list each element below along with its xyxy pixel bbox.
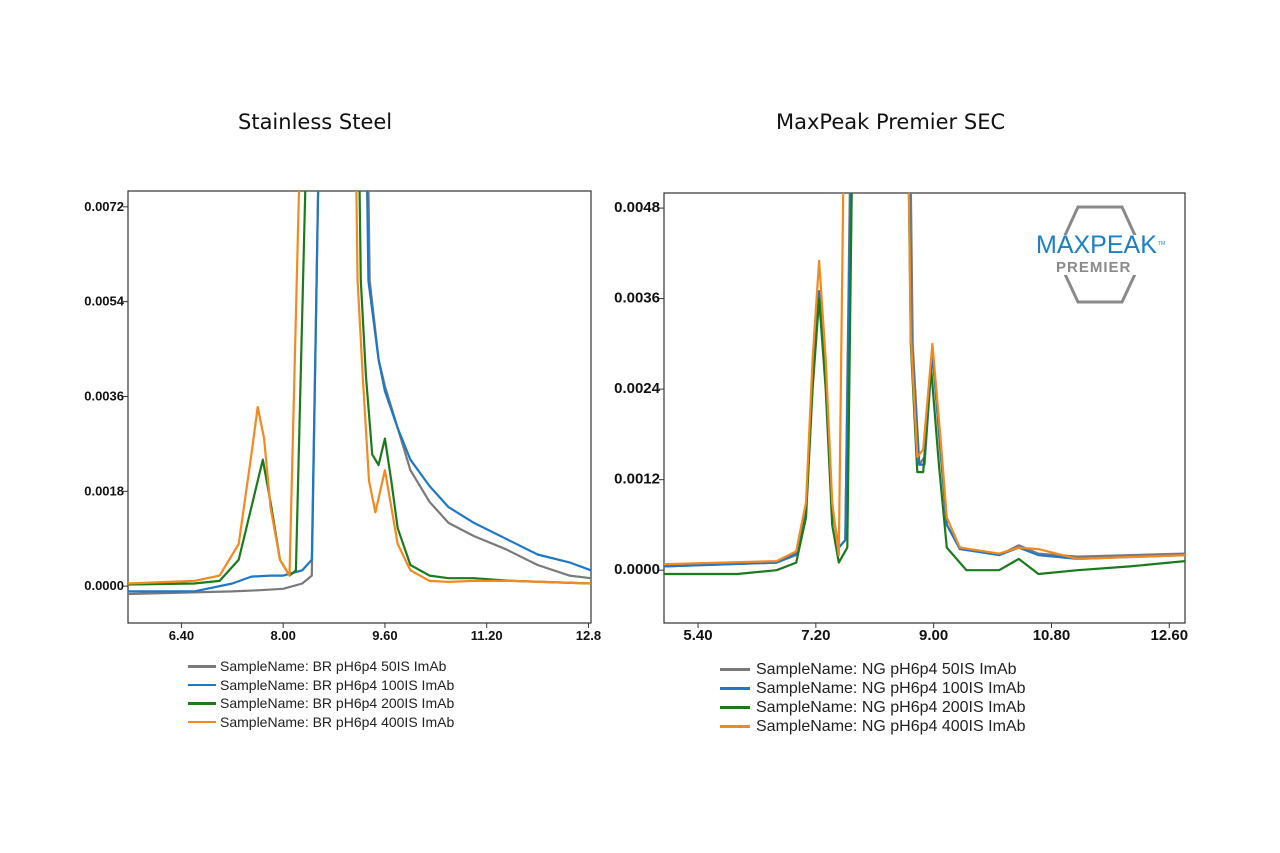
- legend-swatch: [188, 720, 216, 723]
- legend-swatch: [720, 725, 750, 728]
- legend-label: SampleName: BR pH6p4 100IS ImAb: [220, 676, 455, 693]
- x-tick-label: 12.60: [1151, 627, 1189, 644]
- y-tick-label: 0.0000: [84, 578, 124, 593]
- y-tick-label: 0.0036: [614, 290, 660, 307]
- legend-label: SampleName: NG pH6p4 400IS ImAb: [756, 717, 1026, 735]
- y-tick-label: 0.0012: [614, 471, 660, 488]
- legend-entry: SampleName: NG pH6p4 100IS ImAb: [720, 679, 1025, 698]
- logo-main-text: MAXPEAK: [1036, 231, 1157, 259]
- y-tick-label: 0.0018: [84, 483, 124, 498]
- maxpeak-hexagon-logo-icon: MAXPEAK TM PREMIER: [1033, 205, 1167, 304]
- series-line-4: [664, 193, 1185, 566]
- left-chart-title: Stainless Steel: [238, 110, 393, 134]
- legend-label: SampleName: NG pH6p4 100IS ImAb: [756, 679, 1026, 697]
- legend-swatch: [188, 683, 216, 686]
- legend-label: SampleName: BR pH6p4 50IS ImAb: [220, 658, 447, 675]
- legend-label: SampleName: NG pH6p4 200IS ImAb: [756, 698, 1026, 716]
- x-tick-label: 11.20: [471, 628, 503, 643]
- series-line-3: [128, 191, 591, 586]
- right-chart-legend: SampleName: NG pH6p4 50IS ImAb SampleName…: [720, 660, 1025, 736]
- y-tick-label: 0.0036: [84, 388, 124, 403]
- series-line-2: [128, 191, 591, 593]
- legend-swatch: [720, 706, 750, 709]
- legend-label: SampleName: BR pH6p4 400IS ImAb: [220, 713, 455, 730]
- x-tick-label: 8.00: [271, 628, 296, 643]
- legend-label: SampleName: BR pH6p4 200IS ImAb: [220, 695, 455, 712]
- x-tick-label: 5.40: [683, 627, 712, 644]
- legend-entry: SampleName: NG pH6p4 400IS ImAb: [720, 717, 1025, 736]
- legend-swatch: [720, 668, 750, 671]
- legend-swatch: [720, 687, 750, 690]
- legend-entry: SampleName: BR pH6p4 400IS ImAb: [188, 713, 454, 732]
- legend-entry: SampleName: NG pH6p4 200IS ImAb: [720, 698, 1025, 717]
- x-tick-label: 10.80: [1033, 627, 1071, 644]
- x-tick-label: 12.8: [576, 628, 601, 643]
- y-tick-label: 0.0054: [84, 294, 125, 309]
- x-tick-label: 9.60: [372, 628, 397, 643]
- maxpeak-premier-logo: MAXPEAK TM PREMIER: [1030, 205, 1170, 305]
- right-chart-title: MaxPeak Premier SEC: [776, 110, 1006, 134]
- legend-swatch: [188, 665, 216, 668]
- legend-label: SampleName: NG pH6p4 50IS ImAb: [756, 660, 1017, 678]
- y-tick-label: 0.0024: [614, 380, 661, 397]
- x-tick-label: 6.40: [169, 628, 194, 643]
- y-tick-label: 0.0048: [614, 199, 660, 216]
- left-chart-legend: SampleName: BR pH6p4 50IS ImAb SampleName…: [188, 657, 454, 731]
- stainless-steel-chart: 0.0000 0.0018 0.0036 0.0054 0.0072 6.40 8.00 9.…: [84, 190, 601, 643]
- legend-swatch: [188, 702, 216, 705]
- logo-tm-text: TM: [1158, 241, 1165, 247]
- legend-entry: SampleName: BR pH6p4 100IS ImAb: [188, 676, 454, 695]
- legend-entry: SampleName: BR pH6p4 200IS ImAb: [188, 694, 454, 713]
- series-line-4: [128, 191, 591, 585]
- x-tick-label: 7.20: [801, 627, 830, 644]
- legend-entry: SampleName: NG pH6p4 50IS ImAb: [720, 660, 1025, 679]
- x-tick-label: 9.00: [919, 627, 948, 644]
- y-tick-label: 0.0000: [614, 561, 660, 578]
- legend-entry: SampleName: BR pH6p4 50IS ImAb: [188, 657, 454, 676]
- logo-sub-text: PREMIER: [1056, 259, 1131, 276]
- y-tick-label: 0.0072: [84, 199, 124, 214]
